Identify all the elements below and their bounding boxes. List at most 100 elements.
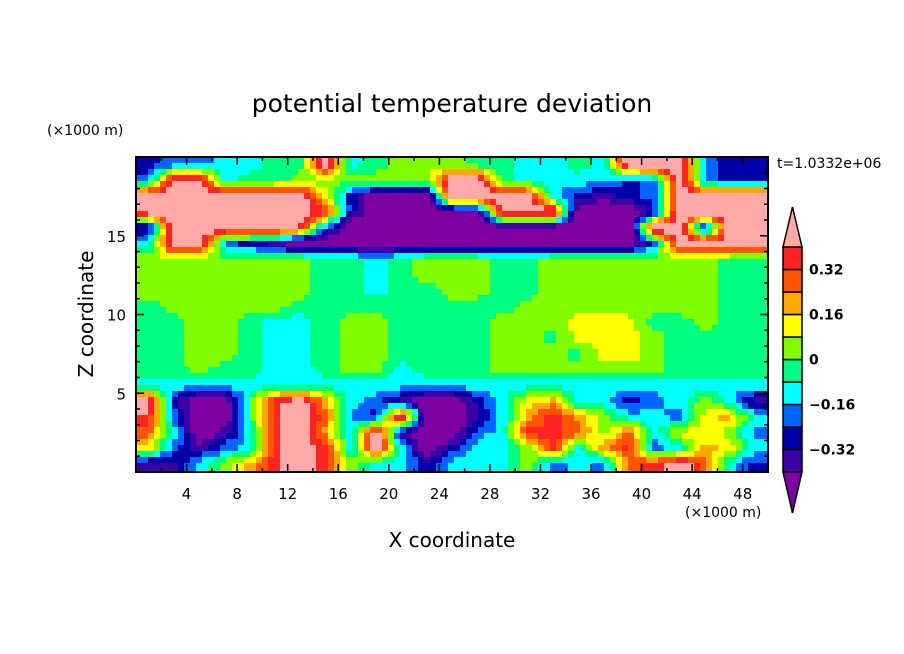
contour-cell: [514, 259, 521, 266]
contour-cell: [220, 409, 227, 416]
contour-cell: [598, 337, 605, 344]
contour-cell: [400, 415, 407, 422]
contour-cell: [430, 355, 437, 362]
contour-cell: [490, 175, 497, 182]
contour-cell: [346, 385, 353, 392]
contour-cell: [226, 181, 233, 188]
contour-cell: [634, 235, 641, 242]
contour-cell: [676, 385, 683, 392]
contour-cell: [694, 241, 701, 248]
contour-cell: [628, 409, 635, 416]
contour-cell: [646, 193, 653, 200]
contour-cell: [418, 301, 425, 308]
contour-cell: [322, 277, 329, 284]
contour-cell: [526, 391, 533, 398]
contour-cell: [412, 427, 419, 434]
contour-cell: [298, 313, 305, 320]
contour-cell: [676, 283, 683, 290]
contour-cell: [172, 169, 179, 176]
contour-cell: [400, 247, 407, 254]
contour-cell: [538, 157, 545, 164]
contour-cell: [568, 175, 575, 182]
contour-cell: [424, 421, 431, 428]
contour-cell: [154, 175, 161, 182]
contour-cell: [550, 259, 557, 266]
contour-cell: [604, 325, 611, 332]
contour-cell: [604, 415, 611, 422]
contour-cell: [322, 409, 329, 416]
contour-cell: [730, 163, 737, 170]
contour-cell: [370, 187, 377, 194]
contour-cell: [370, 331, 377, 338]
contour-cell: [754, 229, 761, 236]
contour-cell: [718, 379, 725, 386]
contour-cell: [340, 343, 347, 350]
contour-cell: [688, 307, 695, 314]
contour-cell: [148, 385, 155, 392]
contour-cell: [616, 169, 623, 176]
contour-cell: [166, 199, 173, 206]
contour-cell: [196, 361, 203, 368]
contour-cell: [520, 163, 527, 170]
contour-cell: [346, 199, 353, 206]
contour-cell: [382, 271, 389, 278]
contour-cell: [394, 397, 401, 404]
contour-cell: [694, 397, 701, 404]
contour-cell: [742, 331, 749, 338]
contour-cell: [508, 253, 515, 260]
contour-cell: [370, 253, 377, 260]
contour-cell: [580, 361, 587, 368]
contour-cell: [760, 271, 767, 278]
contour-cell: [274, 163, 281, 170]
contour-cell: [142, 187, 149, 194]
contour-cell: [466, 313, 473, 320]
contour-cell: [664, 289, 671, 296]
contour-cell: [562, 181, 569, 188]
contour-cell: [340, 217, 347, 224]
contour-cell: [628, 193, 635, 200]
contour-cell: [742, 169, 749, 176]
contour-cell: [232, 235, 239, 242]
contour-cell: [304, 391, 311, 398]
contour-cell: [520, 181, 527, 188]
contour-cell: [184, 337, 191, 344]
contour-cell: [178, 349, 185, 356]
contour-cell: [370, 313, 377, 320]
contour-cell: [262, 415, 269, 422]
contour-cell: [538, 409, 545, 416]
contour-cell: [310, 211, 317, 218]
contour-cell: [688, 271, 695, 278]
contour-cell: [706, 295, 713, 302]
contour-cell: [730, 373, 737, 380]
contour-cell: [274, 295, 281, 302]
contour-cell: [652, 433, 659, 440]
contour-cell: [304, 295, 311, 302]
contour-cell: [724, 181, 731, 188]
contour-cell: [166, 331, 173, 338]
contour-cell: [682, 199, 689, 206]
contour-cell: [484, 343, 491, 350]
contour-cell: [406, 265, 413, 272]
contour-cell: [304, 289, 311, 296]
contour-cell: [502, 301, 509, 308]
contour-cell: [244, 247, 251, 254]
contour-cell: [502, 313, 509, 320]
contour-cell: [202, 373, 209, 380]
contour-cell: [412, 313, 419, 320]
contour-cell: [238, 187, 245, 194]
contour-cell: [682, 193, 689, 200]
contour-cell: [268, 391, 275, 398]
contour-cell: [160, 331, 167, 338]
contour-cell: [304, 385, 311, 392]
contour-cell: [532, 397, 539, 404]
contour-cell: [406, 277, 413, 284]
contour-cell: [676, 235, 683, 242]
contour-cell: [172, 361, 179, 368]
contour-cell: [346, 361, 353, 368]
contour-cell: [418, 409, 425, 416]
contour-cell: [256, 235, 263, 242]
contour-cell: [424, 427, 431, 434]
contour-cell: [424, 265, 431, 272]
contour-cell: [346, 211, 353, 218]
contour-cell: [736, 379, 743, 386]
